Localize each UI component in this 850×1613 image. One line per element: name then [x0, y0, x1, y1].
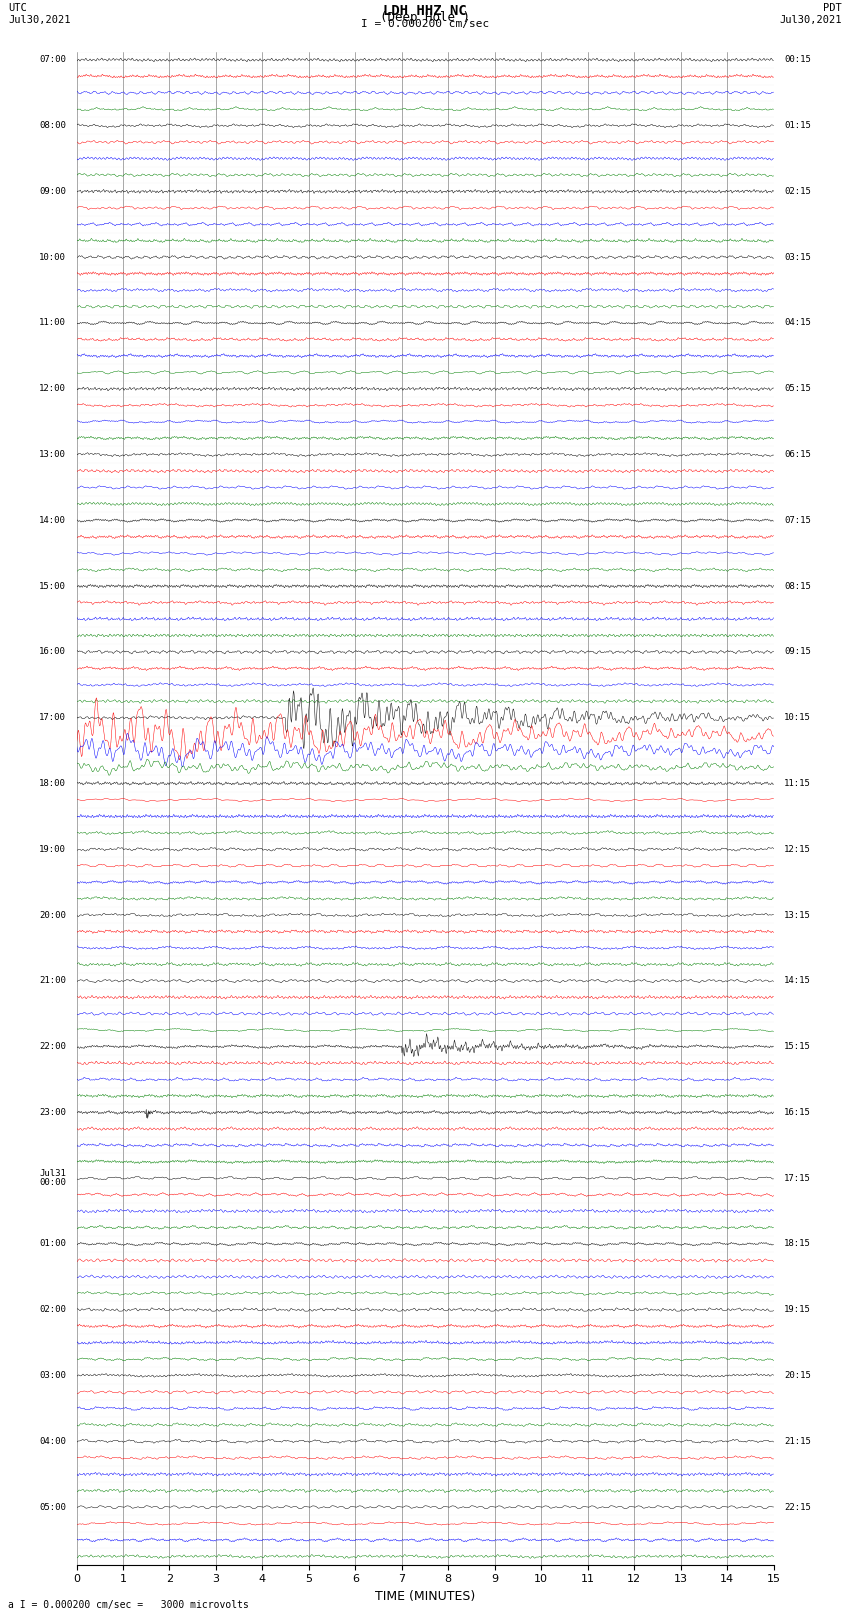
- Text: 18:15: 18:15: [784, 1239, 811, 1248]
- Text: 01:00: 01:00: [39, 1239, 66, 1248]
- Text: UTC
Jul30,2021: UTC Jul30,2021: [8, 3, 71, 24]
- Text: 04:00: 04:00: [39, 1437, 66, 1445]
- Text: 20:15: 20:15: [784, 1371, 811, 1381]
- Text: 12:00: 12:00: [39, 384, 66, 394]
- Text: 10:00: 10:00: [39, 253, 66, 261]
- Text: 02:15: 02:15: [784, 187, 811, 195]
- Text: 13:15: 13:15: [784, 910, 811, 919]
- Text: 22:00: 22:00: [39, 1042, 66, 1052]
- Text: 19:00: 19:00: [39, 845, 66, 853]
- Text: 05:00: 05:00: [39, 1503, 66, 1511]
- Text: 15:15: 15:15: [784, 1042, 811, 1052]
- Text: 08:15: 08:15: [784, 582, 811, 590]
- Text: 09:00: 09:00: [39, 187, 66, 195]
- Text: 12:15: 12:15: [784, 845, 811, 853]
- Text: 01:15: 01:15: [784, 121, 811, 131]
- Text: 04:15: 04:15: [784, 318, 811, 327]
- Text: 21:15: 21:15: [784, 1437, 811, 1445]
- Text: 20:00: 20:00: [39, 910, 66, 919]
- Text: 19:15: 19:15: [784, 1305, 811, 1315]
- Text: 09:15: 09:15: [784, 647, 811, 656]
- Text: 14:15: 14:15: [784, 976, 811, 986]
- Text: 17:00: 17:00: [39, 713, 66, 723]
- Text: 22:15: 22:15: [784, 1503, 811, 1511]
- Text: 02:00: 02:00: [39, 1305, 66, 1315]
- Text: 14:00: 14:00: [39, 516, 66, 524]
- Text: 11:00: 11:00: [39, 318, 66, 327]
- Text: 13:00: 13:00: [39, 450, 66, 460]
- Text: a I = 0.000200 cm/sec =   3000 microvolts: a I = 0.000200 cm/sec = 3000 microvolts: [8, 1600, 249, 1610]
- Text: 21:00: 21:00: [39, 976, 66, 986]
- X-axis label: TIME (MINUTES): TIME (MINUTES): [375, 1590, 475, 1603]
- Text: 16:00: 16:00: [39, 647, 66, 656]
- Text: 16:15: 16:15: [784, 1108, 811, 1116]
- Text: 03:15: 03:15: [784, 253, 811, 261]
- Text: 00:15: 00:15: [784, 55, 811, 65]
- Text: PDT
Jul30,2021: PDT Jul30,2021: [779, 3, 842, 24]
- Text: 15:00: 15:00: [39, 582, 66, 590]
- Text: Jul31
00:00: Jul31 00:00: [39, 1169, 66, 1187]
- Text: (Deep Hole ): (Deep Hole ): [380, 11, 470, 24]
- Text: 11:15: 11:15: [784, 779, 811, 787]
- Text: LDH HHZ NC: LDH HHZ NC: [383, 5, 467, 18]
- Text: 08:00: 08:00: [39, 121, 66, 131]
- Text: 10:15: 10:15: [784, 713, 811, 723]
- Text: 05:15: 05:15: [784, 384, 811, 394]
- Text: 18:00: 18:00: [39, 779, 66, 787]
- Text: 07:00: 07:00: [39, 55, 66, 65]
- Text: I = 0.000200 cm/sec: I = 0.000200 cm/sec: [361, 19, 489, 29]
- Text: 06:15: 06:15: [784, 450, 811, 460]
- Text: 03:00: 03:00: [39, 1371, 66, 1381]
- Text: 17:15: 17:15: [784, 1174, 811, 1182]
- Text: 07:15: 07:15: [784, 516, 811, 524]
- Text: 23:00: 23:00: [39, 1108, 66, 1116]
